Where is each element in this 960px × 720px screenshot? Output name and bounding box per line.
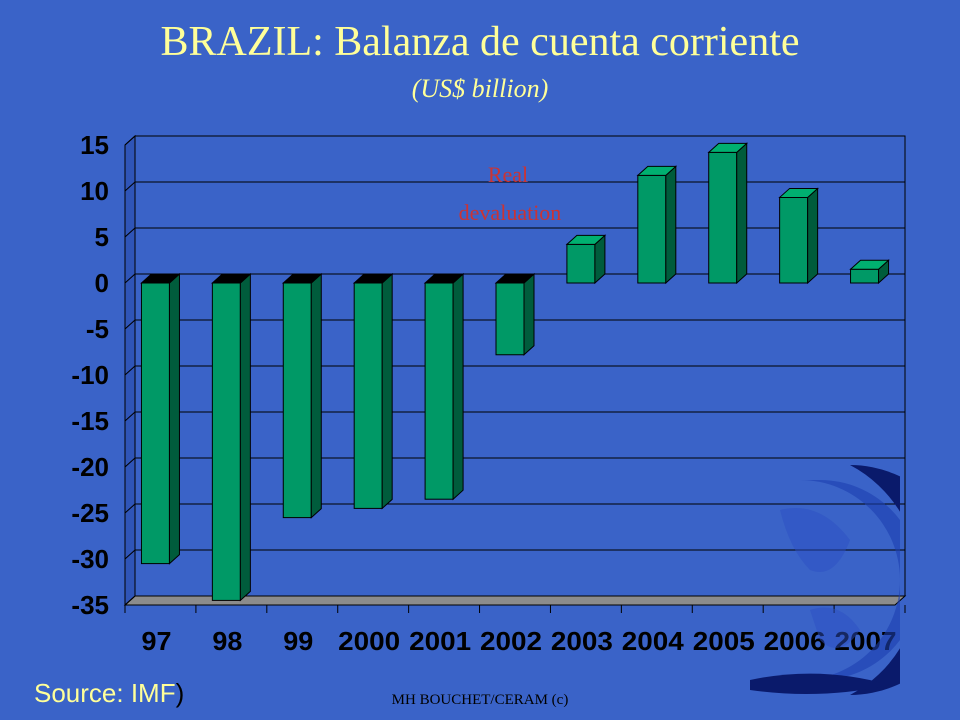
bar-front [566, 243, 596, 284]
y-tick-label: 0 [95, 268, 109, 298]
bar-front [850, 268, 880, 284]
bar-top [494, 273, 536, 284]
bar-front [424, 282, 454, 500]
source-paren: ) [175, 678, 185, 708]
y-tick-label: 10 [80, 176, 109, 206]
bar-front [637, 174, 667, 284]
bar-2001 [423, 272, 465, 501]
x-tick-label: 2000 [338, 626, 400, 656]
bar-front [282, 282, 312, 519]
bar-top [707, 142, 749, 153]
bar-front [779, 196, 809, 284]
x-tick-label: 98 [212, 626, 242, 656]
gridlines [124, 135, 905, 606]
gridline-side [124, 503, 136, 514]
bar-top [281, 273, 323, 284]
x-tick-label: 2001 [409, 626, 471, 656]
source-text: Source: IMF [34, 678, 176, 708]
bar-2003 [565, 234, 607, 285]
bar-top [423, 273, 465, 284]
y-tick-label: -5 [86, 314, 109, 344]
y-tick-label: 15 [80, 130, 109, 160]
bar-top [211, 273, 252, 284]
bar-2007 [849, 259, 890, 285]
bar-front [708, 151, 738, 284]
bar-side [452, 272, 464, 501]
gridline-side [124, 595, 136, 606]
bar-top [778, 187, 819, 198]
bar-98 [211, 272, 252, 602]
gridline-side [124, 365, 136, 376]
slide-title: BRAZIL: Balanza de cuenta corriente [160, 19, 800, 65]
bar-side [239, 272, 251, 602]
bar-side [665, 165, 677, 285]
bar-side [310, 272, 322, 519]
gridline-side [124, 135, 136, 146]
bar-side [807, 187, 819, 285]
bar-2002 [494, 272, 536, 356]
annotation-real: Real [488, 162, 528, 187]
bar-top [565, 234, 607, 245]
bar-side [523, 272, 535, 356]
bar-2000 [352, 272, 394, 510]
y-tick-label: -15 [71, 406, 109, 436]
y-tick-label: -25 [71, 498, 109, 528]
x-tick-label: 2004 [622, 626, 685, 656]
bar-front [495, 282, 525, 356]
x-tick-label: 2005 [693, 626, 755, 656]
bar-99 [281, 272, 323, 519]
bar-top [140, 273, 181, 284]
x-tick-label: 99 [283, 626, 313, 656]
gridline-side [124, 319, 136, 330]
bar-top [352, 273, 394, 284]
bar-side [736, 142, 748, 285]
bar-top [636, 165, 678, 176]
bar-2005 [707, 142, 749, 285]
bar-2006 [778, 187, 819, 285]
bar-front [353, 282, 383, 509]
source-label: Source: IMF) [34, 678, 184, 709]
annotation-devaluation: devaluation [459, 200, 562, 225]
x-tick-label: 2006 [764, 626, 826, 656]
y-tick-label: -35 [71, 590, 109, 620]
gridline-side [124, 549, 136, 560]
x-tick-label: 2002 [480, 626, 542, 656]
bar-top [849, 259, 890, 270]
gridline-side [124, 457, 136, 468]
y-tick-label: 5 [95, 222, 109, 252]
x-tick-label: 2003 [551, 626, 613, 656]
y-tick-label: -30 [71, 544, 109, 574]
gridline-side [124, 411, 136, 422]
x-tick-label: 97 [141, 626, 171, 656]
slide-subtitle: (US$ billion) [411, 74, 549, 103]
bar-97 [140, 272, 181, 565]
bars [140, 142, 890, 602]
globe-icon [750, 465, 900, 695]
gridline-side [124, 181, 136, 192]
bar-2004 [636, 165, 678, 285]
bar-front [140, 282, 170, 565]
bar-side [168, 272, 180, 565]
y-tick-label: -10 [71, 360, 109, 390]
bar-side [381, 272, 393, 510]
y-tick-label: -20 [71, 452, 109, 482]
bar-front [211, 282, 241, 601]
gridline-side [124, 227, 136, 238]
gridline-side [124, 273, 136, 284]
footer-credit: MH BOUCHET/CERAM (c) [391, 692, 569, 708]
